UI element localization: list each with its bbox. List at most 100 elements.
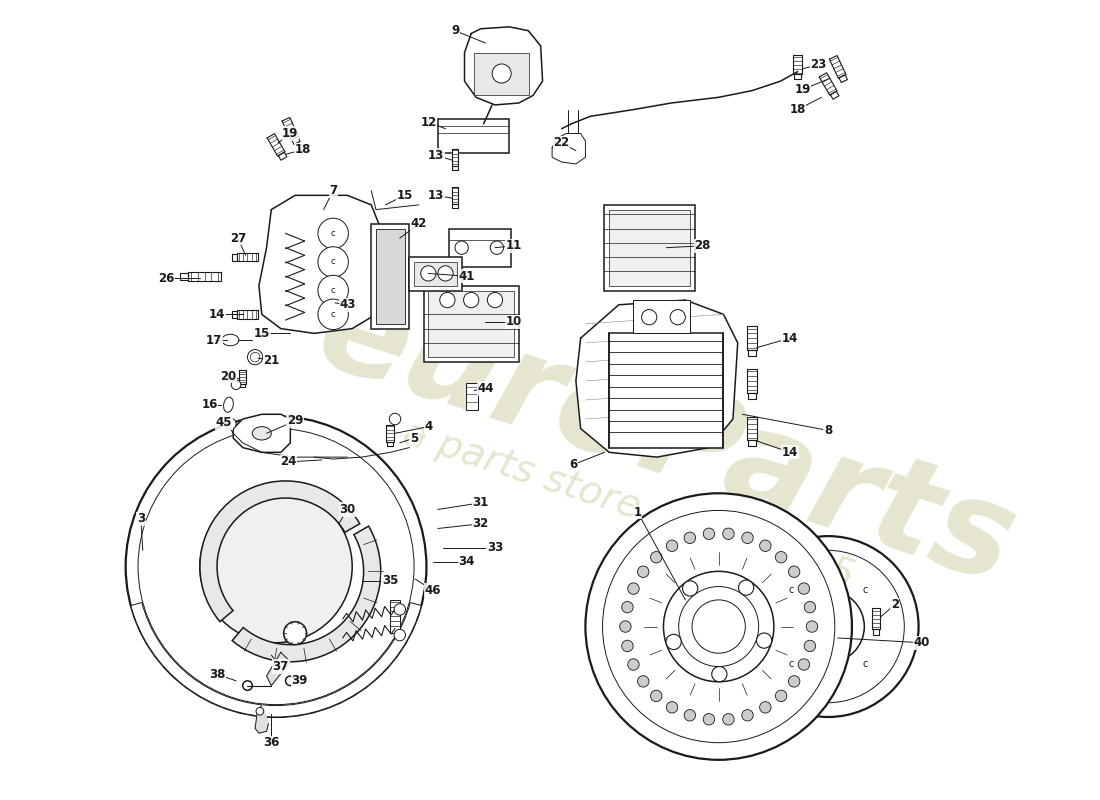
Bar [632,300,690,334]
Circle shape [804,602,815,613]
Circle shape [438,266,453,281]
Text: c: c [789,585,794,594]
Polygon shape [236,310,258,318]
Circle shape [641,310,657,325]
Circle shape [650,690,662,702]
Text: 35: 35 [382,574,398,587]
Circle shape [318,246,349,278]
Polygon shape [266,652,290,686]
Circle shape [738,536,918,717]
Circle shape [667,702,678,713]
Bar [449,229,512,266]
Text: 43: 43 [339,298,355,311]
Circle shape [638,676,649,687]
Text: 5: 5 [410,431,418,445]
Text: 6: 6 [569,458,578,471]
Bar [605,205,695,290]
Text: 14: 14 [782,446,799,459]
Circle shape [224,418,236,430]
Polygon shape [748,441,756,446]
Polygon shape [872,630,879,634]
Circle shape [804,602,851,650]
Text: 37: 37 [273,660,289,673]
Polygon shape [387,442,394,446]
Polygon shape [748,350,756,356]
Polygon shape [386,425,394,442]
Circle shape [243,681,252,690]
Text: 11: 11 [506,239,522,252]
Text: euroParts: euroParts [302,266,1030,610]
Polygon shape [240,370,246,384]
Text: 8: 8 [824,424,833,437]
Text: 16: 16 [201,398,218,411]
Text: 14: 14 [209,308,226,321]
Bar [474,53,529,95]
Text: 40: 40 [913,636,930,650]
Text: 46: 46 [425,584,441,597]
Bar [438,119,509,153]
Circle shape [712,666,727,682]
Text: 3: 3 [136,513,145,526]
Text: 14: 14 [782,332,799,345]
Polygon shape [292,137,300,144]
Text: 32: 32 [473,518,488,530]
Circle shape [284,622,307,645]
Circle shape [492,64,512,83]
Text: 44: 44 [477,382,494,395]
Text: 31: 31 [473,496,488,510]
Ellipse shape [222,334,239,346]
Text: 19: 19 [282,127,298,140]
Bar [466,383,477,410]
Text: c: c [862,585,868,594]
Text: 23: 23 [811,58,827,71]
Text: 9: 9 [451,24,459,37]
Circle shape [776,690,786,702]
Text: 2: 2 [891,598,899,611]
Polygon shape [282,118,298,140]
Circle shape [463,293,478,308]
Circle shape [138,429,414,705]
Circle shape [251,353,260,362]
Polygon shape [820,73,837,95]
Polygon shape [552,134,585,164]
Polygon shape [452,166,458,170]
Circle shape [799,583,810,594]
Text: 18: 18 [295,143,311,156]
Polygon shape [233,414,290,452]
Circle shape [776,551,786,563]
Bar [376,229,405,324]
Circle shape [760,702,771,713]
Polygon shape [255,705,268,733]
Text: 21: 21 [263,354,279,366]
Bar [390,600,399,634]
Text: 34: 34 [459,555,474,568]
Wedge shape [232,526,381,662]
Polygon shape [267,134,285,156]
Circle shape [318,299,349,330]
Text: 38: 38 [209,668,226,681]
Circle shape [663,571,774,682]
Circle shape [666,634,681,650]
Polygon shape [232,254,236,261]
Circle shape [389,414,400,425]
Text: c: c [331,310,335,319]
Text: c: c [789,658,794,669]
Circle shape [804,640,815,652]
Circle shape [638,566,649,578]
Circle shape [789,566,800,578]
Circle shape [487,293,503,308]
Circle shape [200,490,352,642]
Polygon shape [232,311,236,318]
Circle shape [603,510,835,742]
Text: 28: 28 [694,239,711,252]
Polygon shape [464,27,542,105]
Circle shape [318,275,349,306]
Text: 42: 42 [410,218,427,230]
Text: 36: 36 [263,736,279,749]
Polygon shape [188,272,221,281]
Text: 4: 4 [425,420,432,433]
Wedge shape [131,602,421,717]
Bar [609,210,690,286]
Text: 27: 27 [230,232,246,245]
Polygon shape [830,91,839,99]
